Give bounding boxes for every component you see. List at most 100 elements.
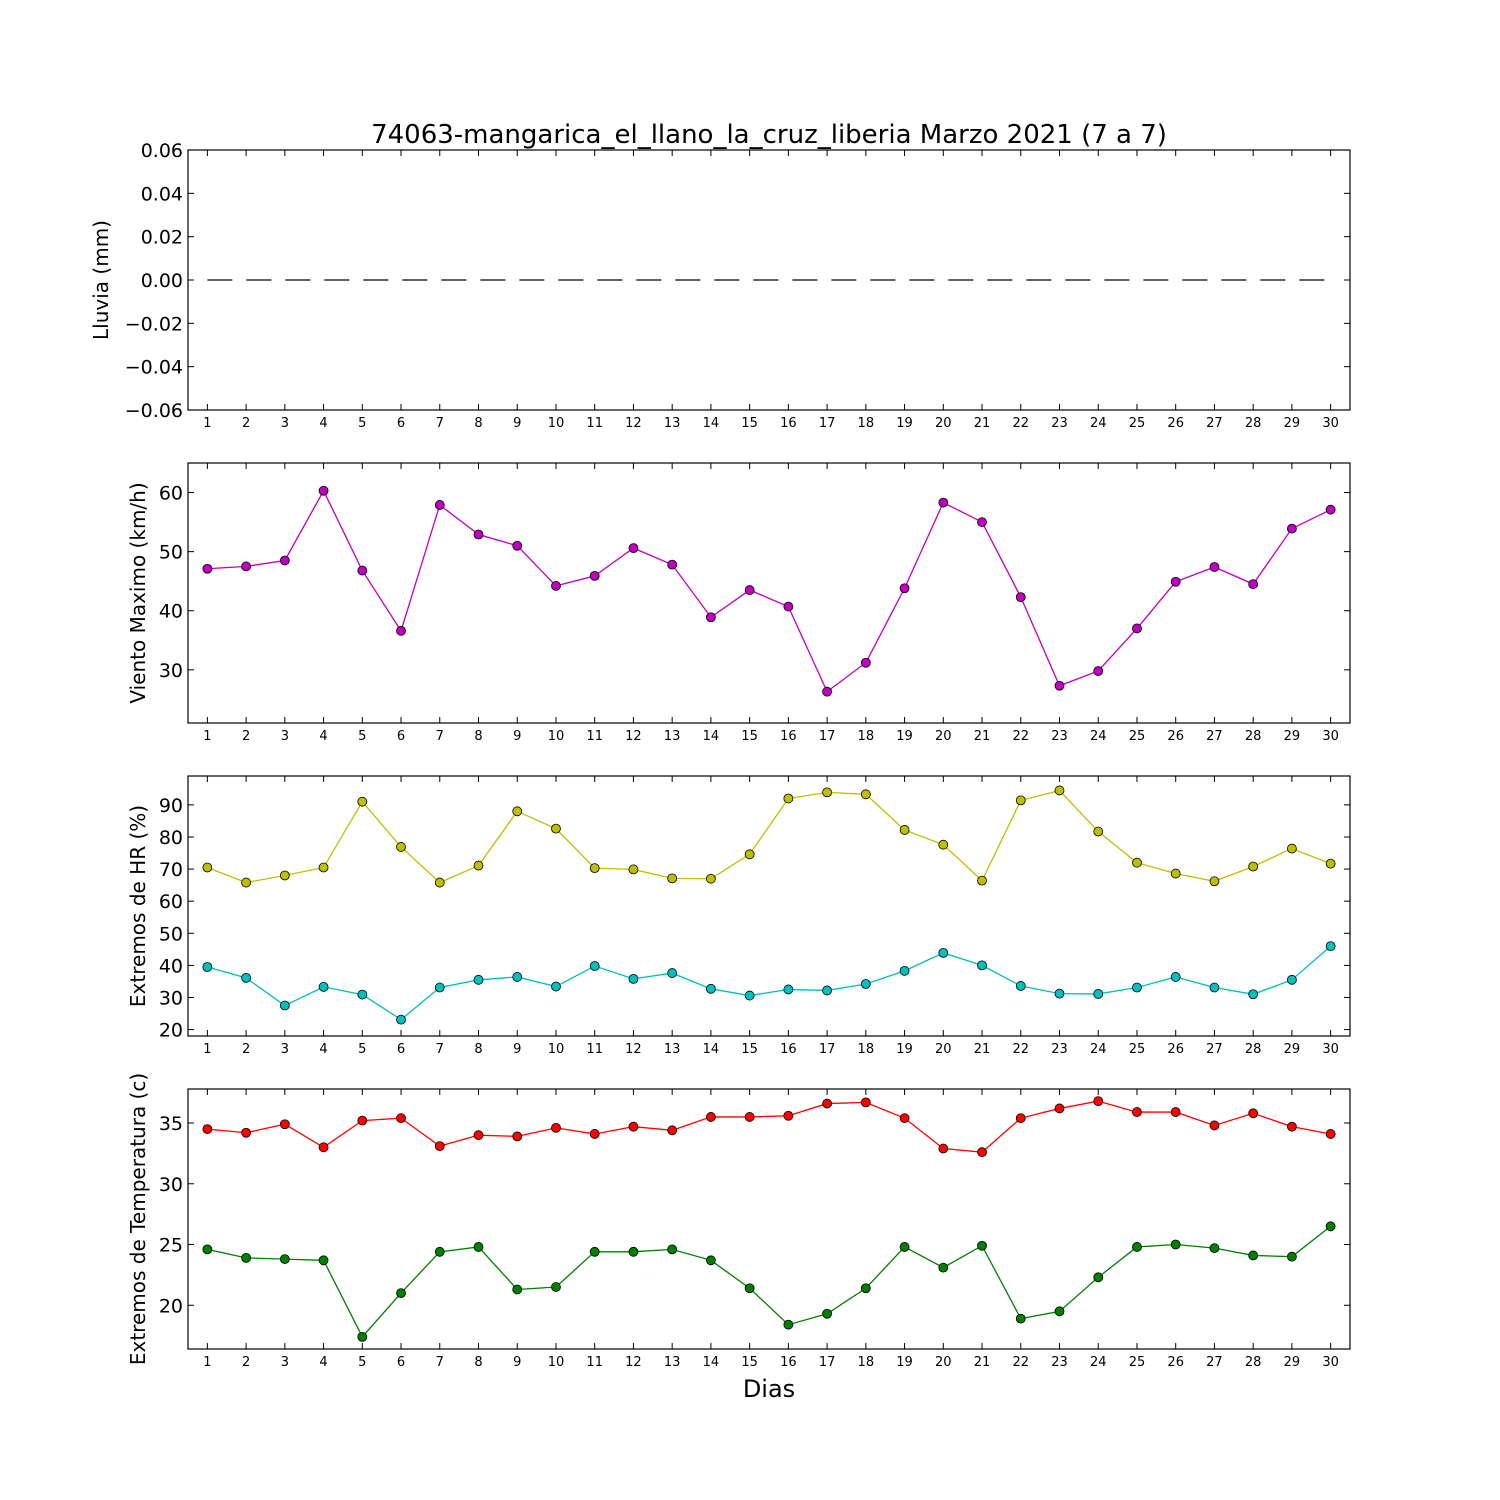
chart-title: 74063-mangarica_el_llano_la_cruz_liberia… <box>371 120 1167 150</box>
humidity-series-0-point <box>1170 868 1181 879</box>
humidity-series-0-point <box>551 823 561 834</box>
humidity-y-tick-label: 70 <box>159 859 183 881</box>
humidity-series-1-point <box>357 989 368 1000</box>
wind-series-0-point <box>279 555 290 566</box>
wind-x-tick-label: 3 <box>281 729 289 744</box>
temperature-x-tick-label: 9 <box>513 1355 521 1370</box>
humidity-x-tick-label: 21 <box>974 1042 991 1057</box>
temperature-x-tick-label: 8 <box>474 1355 482 1370</box>
temperature-x-tick-label: 23 <box>1051 1355 1068 1370</box>
temperature-series-1-point <box>241 1252 252 1263</box>
humidity-x-tick-label: 14 <box>703 1042 720 1057</box>
humidity-series-1-point <box>1170 972 1181 982</box>
rain-y-tick-label: 0.04 <box>141 183 183 205</box>
humidity-series-1-point <box>860 979 871 989</box>
humidity-series-1-point <box>628 973 639 984</box>
rain-x-tick-label: 25 <box>1129 416 1146 431</box>
rain-x-tick-label: 7 <box>436 416 444 431</box>
temperature-series-1-point <box>202 1244 213 1255</box>
temperature-series-0-point <box>783 1110 794 1121</box>
humidity-x-tick-label: 9 <box>513 1042 521 1057</box>
temperature-x-tick-label: 5 <box>358 1355 366 1370</box>
temperature-x-tick-label: 30 <box>1322 1355 1339 1370</box>
rain-x-tick-label: 27 <box>1206 416 1223 431</box>
rain-x-tick-label: 3 <box>281 416 289 431</box>
rain-x-tick-label: 1 <box>203 416 211 431</box>
wind-x-tick-label: 22 <box>1012 729 1029 744</box>
rain-y-tick-label: 0.06 <box>141 140 183 162</box>
humidity-x-tick-label: 7 <box>436 1042 444 1057</box>
wind-x-tick-label: 18 <box>858 729 875 744</box>
wind-series-0-point <box>667 559 678 570</box>
humidity-series-1-point <box>202 962 213 972</box>
temperature-series-0-point <box>899 1113 910 1124</box>
rain-y-tick-label: 0.02 <box>141 227 183 249</box>
temperature-y-axis-label: Extremos de Temperatura (c) <box>126 1073 150 1365</box>
humidity-series-0-point <box>202 862 213 873</box>
rain-y-tick-label: −0.04 <box>125 357 183 379</box>
humidity-x-tick-label: 20 <box>935 1042 952 1057</box>
temperature-series-0-point <box>1325 1129 1336 1139</box>
humidity-series-0-point <box>822 787 832 798</box>
temperature-x-tick-label: 11 <box>586 1355 603 1370</box>
temperature-series-0-point <box>1093 1096 1104 1107</box>
wind-series-0-point <box>1093 666 1104 676</box>
temperature-series-1-point <box>551 1282 561 1292</box>
temperature-x-tick-label: 4 <box>319 1355 327 1370</box>
temperature-series-1-point <box>1287 1251 1297 1262</box>
temperature-y-tick-label: 30 <box>159 1174 183 1196</box>
temperature-series-0-point <box>473 1130 484 1141</box>
temperature-x-tick-label: 24 <box>1090 1355 1107 1370</box>
temperature-series-0-point <box>860 1097 871 1108</box>
humidity-series-0-point <box>1054 785 1065 796</box>
wind-series-0-point <box>744 585 755 595</box>
rain-x-tick-label: 24 <box>1090 416 1107 431</box>
wind-y-tick-label: 40 <box>159 601 183 623</box>
temperature-series-1-point <box>628 1246 639 1257</box>
humidity-series-0-point <box>357 796 368 807</box>
temperature-x-tick-label: 16 <box>780 1355 797 1370</box>
temperature-series-0-point <box>434 1141 445 1152</box>
temperature-series-0-point <box>822 1098 832 1109</box>
humidity-series-0-point <box>667 873 678 884</box>
wind-series-0-point <box>783 601 794 612</box>
wind-series-0-point <box>706 612 716 623</box>
wind-x-tick-label: 10 <box>548 729 565 744</box>
wind-series-0-point <box>1287 523 1297 534</box>
humidity-series-0-point <box>473 860 484 871</box>
rain-x-tick-label: 23 <box>1051 416 1068 431</box>
wind-x-tick-label: 14 <box>703 729 720 744</box>
humidity-y-tick-label: 30 <box>159 987 183 1009</box>
temperature-x-tick-label: 13 <box>664 1355 681 1370</box>
rain-x-tick-label: 29 <box>1284 416 1301 431</box>
humidity-series-0-point <box>744 849 755 860</box>
temperature-series-0-point <box>551 1122 561 1133</box>
humidity-series-1-point <box>1248 989 1259 1000</box>
humidity-series-1-point <box>977 960 987 971</box>
temperature-x-tick-label: 15 <box>741 1355 758 1370</box>
wind-series-0-line <box>207 489 1331 693</box>
rain-y-tick-label: −0.02 <box>125 313 183 335</box>
rain-y-tick-label: −0.06 <box>125 400 183 422</box>
temperature-series-1-point <box>938 1262 949 1273</box>
temperature-x-tick-label: 1 <box>203 1355 211 1370</box>
wind-series-0-point <box>938 497 949 508</box>
humidity-series-0-point <box>434 877 445 888</box>
temperature-series-1-line <box>207 1225 1332 1338</box>
wind-series-0-point <box>1248 579 1259 590</box>
wind-series-0-point <box>434 500 445 510</box>
temperature-y-tick-label: 35 <box>159 1113 183 1135</box>
humidity-y-tick-label: 80 <box>159 827 183 849</box>
humidity-x-tick-label: 1 <box>203 1042 211 1057</box>
humidity-x-tick-label: 18 <box>858 1042 875 1057</box>
wind-x-tick-label: 27 <box>1206 729 1223 744</box>
humidity-series-1-point <box>783 984 794 995</box>
humidity-series-0-point <box>1248 861 1259 872</box>
temperature-series-1-point <box>1325 1221 1336 1232</box>
rain-x-tick-label: 10 <box>548 416 565 431</box>
humidity-series-1-point <box>551 981 561 992</box>
wind-x-tick-label: 6 <box>397 729 405 744</box>
humidity-x-tick-label: 12 <box>625 1042 642 1057</box>
wind-y-tick-label: 60 <box>159 483 183 505</box>
